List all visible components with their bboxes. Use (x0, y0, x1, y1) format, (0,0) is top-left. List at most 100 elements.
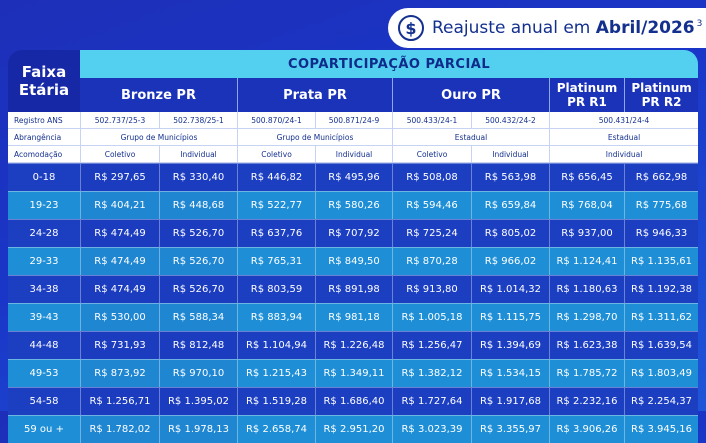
price-cell: R$ 526,70 (159, 219, 237, 247)
age-range: 24-28 (8, 219, 80, 247)
price-cell: R$ 495,96 (315, 163, 392, 191)
price-cell: R$ 656,45 (549, 163, 624, 191)
acomodacao-value: Coletivo (392, 146, 471, 163)
badge-footnote: 3 (696, 19, 703, 30)
price-rows: 0-18 R$ 297,65 R$ 330,40 R$ 446,82 R$ 495,96… (8, 163, 699, 443)
age-range: 39-43 (8, 303, 80, 331)
price-cell: R$ 1.115,75 (471, 303, 549, 331)
price-cell: R$ 1.978,13 (159, 415, 237, 443)
price-cell: R$ 297,65 (80, 163, 159, 191)
registro-ans-value: 500.871/24-9 (315, 112, 392, 129)
price-cell: R$ 1.298,70 (549, 303, 624, 331)
plan-bronze-header: Bronze PR (80, 78, 237, 112)
abrangencia-value: Grupo de Municípios (80, 129, 237, 146)
price-cell: R$ 1.014,32 (471, 275, 549, 303)
price-cell: R$ 522,77 (237, 191, 315, 219)
price-cell: R$ 937,00 (549, 219, 624, 247)
age-range: 0-18 (8, 163, 80, 191)
price-cell: R$ 883,94 (237, 303, 315, 331)
price-cell: R$ 812,48 (159, 331, 237, 359)
acomodacao-value: Individual (471, 146, 549, 163)
price-row: 29-33 R$ 474,49 R$ 526,70 R$ 765,31 R$ 849,5… (8, 247, 699, 275)
price-cell: R$ 725,24 (392, 219, 471, 247)
registro-ans-value: 502.738/25-1 (159, 112, 237, 129)
price-cell: R$ 1.135,61 (624, 247, 699, 275)
price-cell: R$ 1.623,38 (549, 331, 624, 359)
price-cell: R$ 404,21 (80, 191, 159, 219)
price-cell: R$ 1.226,48 (315, 331, 392, 359)
price-cell: R$ 2.232,16 (549, 387, 624, 415)
price-cell: R$ 474,49 (80, 219, 159, 247)
price-cell: R$ 870,28 (392, 247, 471, 275)
abrangencia-value: Estadual (549, 129, 699, 146)
price-cell: R$ 1.803,49 (624, 359, 699, 387)
price-cell: R$ 637,76 (237, 219, 315, 247)
age-range: 44-48 (8, 331, 80, 359)
price-cell: R$ 1.256,71 (80, 387, 159, 415)
price-row: 54-58 R$ 1.256,71 R$ 1.395,02 R$ 1.519,28 R$… (8, 387, 699, 415)
price-cell: R$ 891,98 (315, 275, 392, 303)
price-cell: R$ 873,92 (80, 359, 159, 387)
price-row: 44-48 R$ 731,93 R$ 812,48 R$ 1.104,94 R$ 1.2… (8, 331, 699, 359)
price-cell: R$ 1.382,12 (392, 359, 471, 387)
registro-ans-value: 500.432/24-2 (471, 112, 549, 129)
price-cell: R$ 1.005,18 (392, 303, 471, 331)
age-range: 54-58 (8, 387, 80, 415)
abrangencia-value: Estadual (392, 129, 549, 146)
price-cell: R$ 1.686,40 (315, 387, 392, 415)
price-cell: R$ 530,00 (80, 303, 159, 331)
age-range: 49-53 (8, 359, 80, 387)
price-cell: R$ 1.104,94 (237, 331, 315, 359)
coparticipacao-header: COPARTICIPAÇÃO PARCIAL (80, 50, 699, 78)
price-cell: R$ 330,40 (159, 163, 237, 191)
price-cell: R$ 2.658,74 (237, 415, 315, 443)
price-cell: R$ 474,49 (80, 247, 159, 275)
price-cell: R$ 508,08 (392, 163, 471, 191)
price-cell: R$ 1.256,47 (392, 331, 471, 359)
price-row: 49-53 R$ 873,92 R$ 970,10 R$ 1.215,43 R$ 1.3… (8, 359, 699, 387)
price-cell: R$ 1.311,62 (624, 303, 699, 331)
price-cell: R$ 588,34 (159, 303, 237, 331)
age-range: 59 ou + (8, 415, 80, 443)
plan-platinum-r2-header: Platinum PR R2 (624, 78, 699, 112)
plan-platinum-r1-header: Platinum PR R1 (549, 78, 624, 112)
acomodacao-value: Individual (159, 146, 237, 163)
price-cell: R$ 448,68 (159, 191, 237, 219)
price-row: 0-18 R$ 297,65 R$ 330,40 R$ 446,82 R$ 495,96… (8, 163, 699, 191)
price-cell: R$ 474,49 (80, 275, 159, 303)
price-cell: R$ 1.124,41 (549, 247, 624, 275)
price-cell: R$ 1.192,38 (624, 275, 699, 303)
price-cell: R$ 1.727,64 (392, 387, 471, 415)
price-cell: R$ 526,70 (159, 247, 237, 275)
price-cell: R$ 3.945,16 (624, 415, 699, 443)
registro-ans-value: 500.433/24-1 (392, 112, 471, 129)
price-cell: R$ 3.355,97 (471, 415, 549, 443)
adjustment-badge: $ Reajuste anual em Abril/2026 3 (388, 8, 706, 48)
price-cell: R$ 775,68 (624, 191, 699, 219)
price-cell: R$ 731,93 (80, 331, 159, 359)
price-cell: R$ 662,98 (624, 163, 699, 191)
price-cell: R$ 1.180,63 (549, 275, 624, 303)
price-cell: R$ 659,84 (471, 191, 549, 219)
acomodacao-label: Acomodação (8, 146, 80, 163)
plan-prata-header: Prata PR (237, 78, 392, 112)
price-table: Faixa Etária COPARTICIPAÇÃO PARCIAL Bron… (8, 50, 699, 443)
price-cell: R$ 446,82 (237, 163, 315, 191)
price-cell: R$ 594,46 (392, 191, 471, 219)
acomodacao-value: Individual (315, 146, 392, 163)
abrangencia-label: Abrangência (8, 129, 80, 146)
price-cell: R$ 707,92 (315, 219, 392, 247)
age-range: 29-33 (8, 247, 80, 275)
registro-ans-value: 500.870/24-1 (237, 112, 315, 129)
price-cell: R$ 1.534,15 (471, 359, 549, 387)
price-row: 24-28 R$ 474,49 R$ 526,70 R$ 637,76 R$ 707,9… (8, 219, 699, 247)
acomodacao-value: Coletivo (237, 146, 315, 163)
price-cell: R$ 1.394,69 (471, 331, 549, 359)
price-cell: R$ 1.785,72 (549, 359, 624, 387)
price-cell: R$ 1.782,02 (80, 415, 159, 443)
price-cell: R$ 1.395,02 (159, 387, 237, 415)
price-cell: R$ 970,10 (159, 359, 237, 387)
abrangencia-value: Grupo de Municípios (237, 129, 392, 146)
price-row: 34-38 R$ 474,49 R$ 526,70 R$ 803,59 R$ 891,9… (8, 275, 699, 303)
price-cell: R$ 765,31 (237, 247, 315, 275)
